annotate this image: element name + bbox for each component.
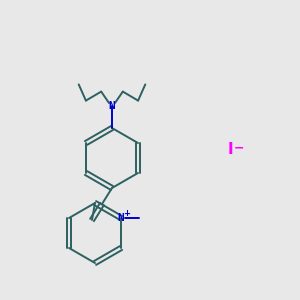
Text: I: I: [227, 142, 233, 158]
Text: +: +: [124, 209, 130, 218]
Text: N: N: [109, 101, 116, 111]
Text: −: −: [234, 142, 244, 154]
Text: N: N: [118, 213, 124, 223]
